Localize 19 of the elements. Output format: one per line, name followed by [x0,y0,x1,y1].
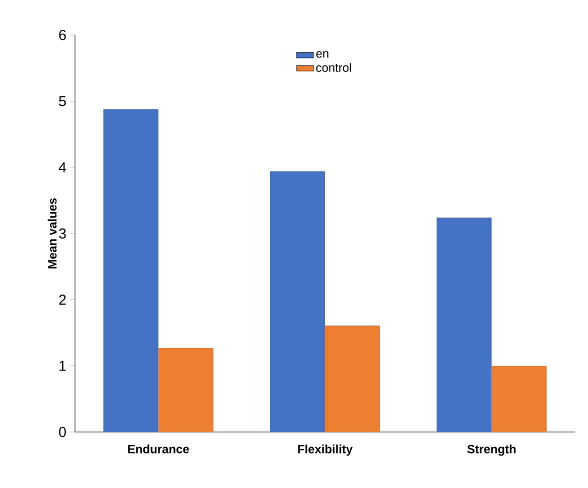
x-tick-label: Strength [467,444,516,456]
legend-label: control [316,63,351,72]
y-tick-label: 2 [59,294,66,305]
bar [436,218,492,432]
bar [270,171,326,432]
y-tick-label: 4 [58,162,66,172]
bar [325,325,380,432]
y-axis-title: Mean values [48,198,57,268]
y-tick-label: 6 [59,30,66,40]
bar [158,348,214,432]
y-tick-label: 3 [59,228,66,239]
y-tick-label: 0 [59,426,66,438]
legend-label: en [316,51,328,58]
bar [103,109,158,432]
x-tick-label: Flexibility [298,444,353,456]
y-tick-label: 5 [59,96,66,106]
bar [492,366,547,432]
y-tick-label: 1 [60,360,66,371]
x-tick-label: Endurance [128,444,189,454]
